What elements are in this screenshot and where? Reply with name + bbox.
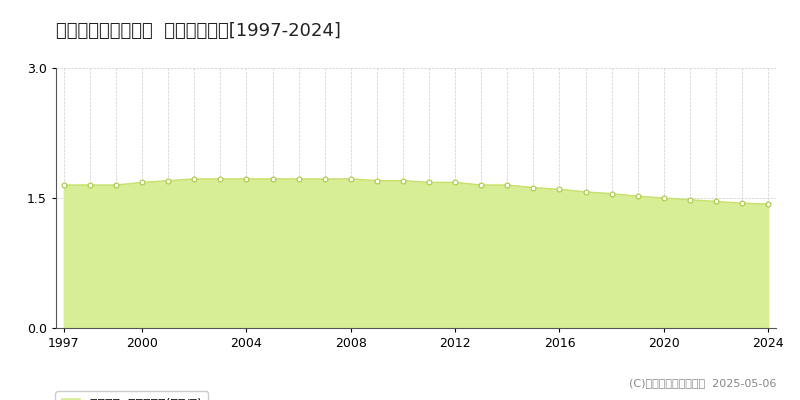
Legend: 基準地価  平均坪単価(万円/坪): 基準地価 平均坪単価(万円/坪) [55, 392, 208, 400]
Text: 天塩郡幌延町五条南  基準地価推移[1997-2024]: 天塩郡幌延町五条南 基準地価推移[1997-2024] [56, 22, 341, 40]
Text: (C)土地価格ドットコム  2025-05-06: (C)土地価格ドットコム 2025-05-06 [629, 378, 776, 388]
